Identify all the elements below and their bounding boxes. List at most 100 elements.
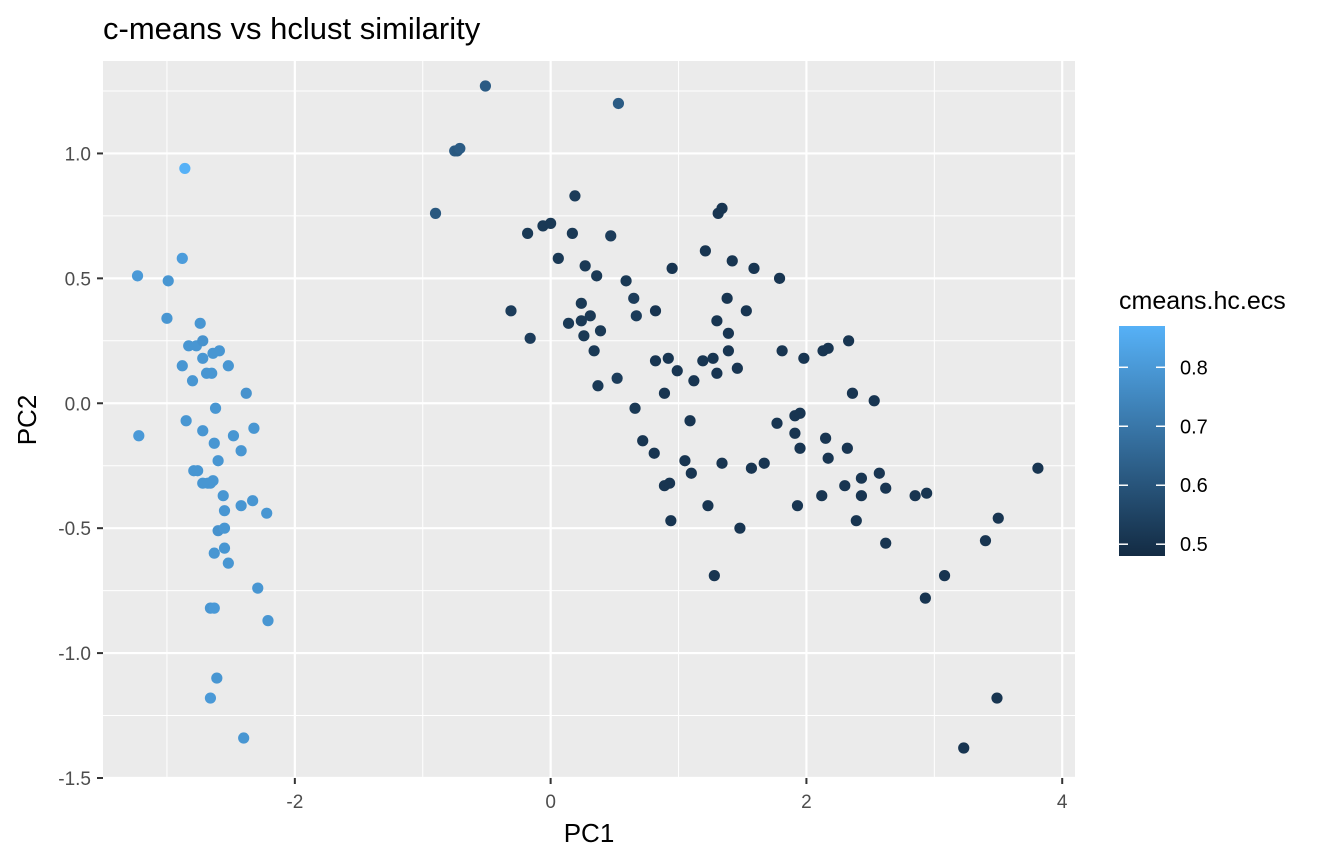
data-point: [222, 360, 234, 372]
data-point: [183, 340, 195, 352]
data-point: [218, 522, 231, 534]
data-point: [820, 432, 832, 444]
data-point: [708, 570, 720, 582]
data-point: [628, 292, 640, 304]
data-point: [197, 425, 209, 437]
data-point: [731, 362, 743, 374]
data-point: [605, 230, 617, 242]
x-tick-label: 2: [801, 792, 812, 813]
data-point: [702, 500, 714, 512]
data-point: [722, 327, 735, 339]
data-point: [235, 445, 247, 457]
data-point: [208, 547, 220, 559]
data-point: [575, 315, 587, 327]
data-point: [791, 500, 804, 512]
y-axis: -1.5 -1.0 -0.5 0.0 0.5 1.0: [58, 144, 103, 790]
data-point: [218, 505, 231, 517]
data-point: [629, 402, 641, 414]
major-gridlines: [103, 61, 1075, 780]
data-point: [919, 592, 931, 604]
data-point: [592, 380, 604, 392]
data-point: [979, 535, 992, 547]
data-point: [612, 97, 625, 110]
data-point: [697, 355, 709, 367]
minor-gridlines: [103, 61, 1075, 778]
data-point: [211, 672, 223, 684]
data-point: [180, 415, 192, 427]
data-point: [204, 692, 217, 704]
legend-ticks: 0.5 0.6 0.7 0.8: [1119, 357, 1208, 556]
data-point: [663, 477, 676, 489]
data-point: [758, 457, 770, 469]
data-point: [235, 500, 247, 512]
data-point: [591, 270, 603, 282]
data-point: [740, 305, 752, 317]
data-point: [816, 490, 828, 502]
data-point: [1032, 462, 1044, 474]
data-point: [855, 490, 868, 502]
data-point: [192, 465, 204, 477]
y-tick-label: -1.0: [58, 644, 91, 665]
data-point: [776, 345, 788, 357]
data-point: [179, 162, 191, 175]
y-tick-label: 0.0: [65, 394, 91, 415]
data-point: [209, 402, 222, 414]
data-point: [822, 342, 834, 354]
data-points: [131, 80, 1044, 754]
data-point: [958, 742, 970, 754]
x-tick-label: -2: [286, 792, 303, 813]
data-point: [630, 310, 642, 322]
data-point: [240, 387, 252, 399]
data-point: [522, 227, 534, 239]
data-point: [771, 417, 783, 429]
data-point: [208, 602, 220, 614]
data-point: [261, 507, 273, 519]
data-point: [992, 512, 1004, 524]
data-point: [822, 452, 834, 464]
data-point: [666, 262, 678, 274]
data-point: [846, 387, 859, 399]
data-point: [745, 462, 758, 474]
data-point: [868, 395, 880, 407]
data-point: [798, 352, 810, 364]
data-point: [588, 345, 600, 357]
data-point: [685, 467, 697, 479]
data-point: [649, 305, 662, 317]
data-point: [726, 255, 738, 267]
data-point: [186, 375, 199, 387]
data-point: [212, 455, 224, 467]
data-point: [206, 367, 218, 379]
data-point: [227, 430, 240, 442]
y-tick-label: -1.5: [58, 769, 91, 790]
data-point: [479, 80, 492, 92]
y-tick-label: -0.5: [58, 519, 91, 540]
data-point: [662, 352, 674, 364]
legend-tick-label: 0.7: [1180, 416, 1208, 438]
x-axis-title: PC1: [564, 818, 615, 848]
plot-panel: [103, 61, 1075, 778]
data-point: [794, 442, 806, 454]
data-point: [552, 252, 564, 264]
data-point: [207, 475, 219, 487]
chart-title: c-means vs hclust similarity: [103, 11, 481, 46]
data-point: [688, 375, 700, 387]
data-point: [880, 482, 892, 494]
data-point: [176, 252, 188, 264]
x-tick-label: 0: [545, 792, 556, 813]
data-point: [850, 515, 862, 527]
data-point: [711, 315, 723, 327]
data-point: [665, 515, 677, 527]
data-point: [252, 582, 264, 594]
data-point: [594, 325, 607, 337]
data-point: [707, 352, 719, 364]
data-point: [248, 422, 260, 434]
data-point: [711, 367, 723, 379]
data-point: [194, 317, 206, 329]
data-point: [748, 262, 760, 274]
data-point: [658, 387, 671, 399]
data-point: [454, 142, 466, 155]
y-tick-label: 1.0: [65, 144, 91, 165]
data-point: [722, 345, 735, 357]
data-point: [699, 245, 711, 257]
data-point: [909, 490, 921, 502]
